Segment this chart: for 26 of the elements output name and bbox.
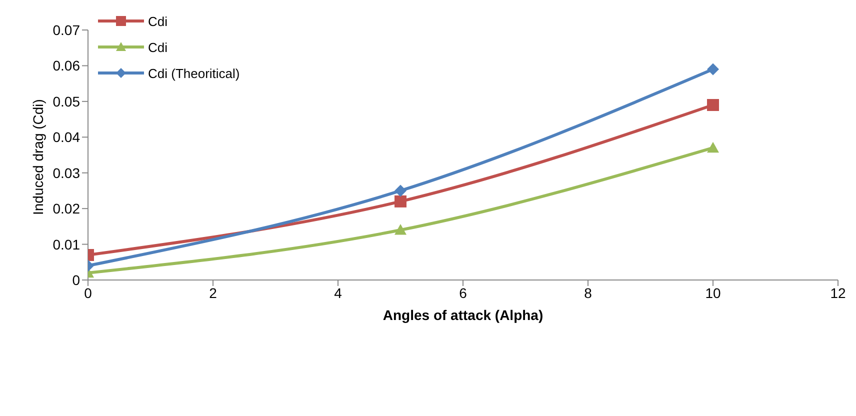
x-tick-label: 12	[830, 284, 846, 301]
y-axis-title: Induced drag (Cdi)	[30, 99, 46, 215]
y-tick-label: 0	[72, 272, 80, 288]
x-tick-label: 0	[84, 284, 92, 301]
y-tick-label: 0.07	[52, 22, 80, 38]
point	[707, 142, 719, 153]
legend-label: Cdi	[148, 14, 168, 28]
x-axis-title: Angles of attack (Alpha)	[382, 307, 544, 323]
y-tick-label: 0.04	[52, 129, 80, 146]
x-tick-label: 10	[705, 284, 721, 301]
y-tick-label: 0.02	[52, 200, 80, 217]
y-tick-label: 0.05	[52, 93, 80, 110]
point	[707, 99, 719, 111]
legend-label: Cdi (Theoritical)	[148, 66, 240, 80]
x-tick-label: 8	[584, 284, 592, 301]
point	[394, 195, 406, 208]
y-tick-label: 0.06	[52, 58, 80, 74]
point	[394, 184, 406, 197]
x-tick-label: 4	[334, 284, 342, 301]
point	[394, 224, 406, 235]
y-tick-label: 0.03	[52, 164, 80, 181]
y-tick-label: 0.01	[52, 236, 80, 252]
legend-label: Cdi	[148, 40, 168, 54]
x-tick-label: 2	[209, 284, 218, 301]
x-tick-label: 6	[459, 284, 468, 301]
point	[707, 63, 719, 76]
